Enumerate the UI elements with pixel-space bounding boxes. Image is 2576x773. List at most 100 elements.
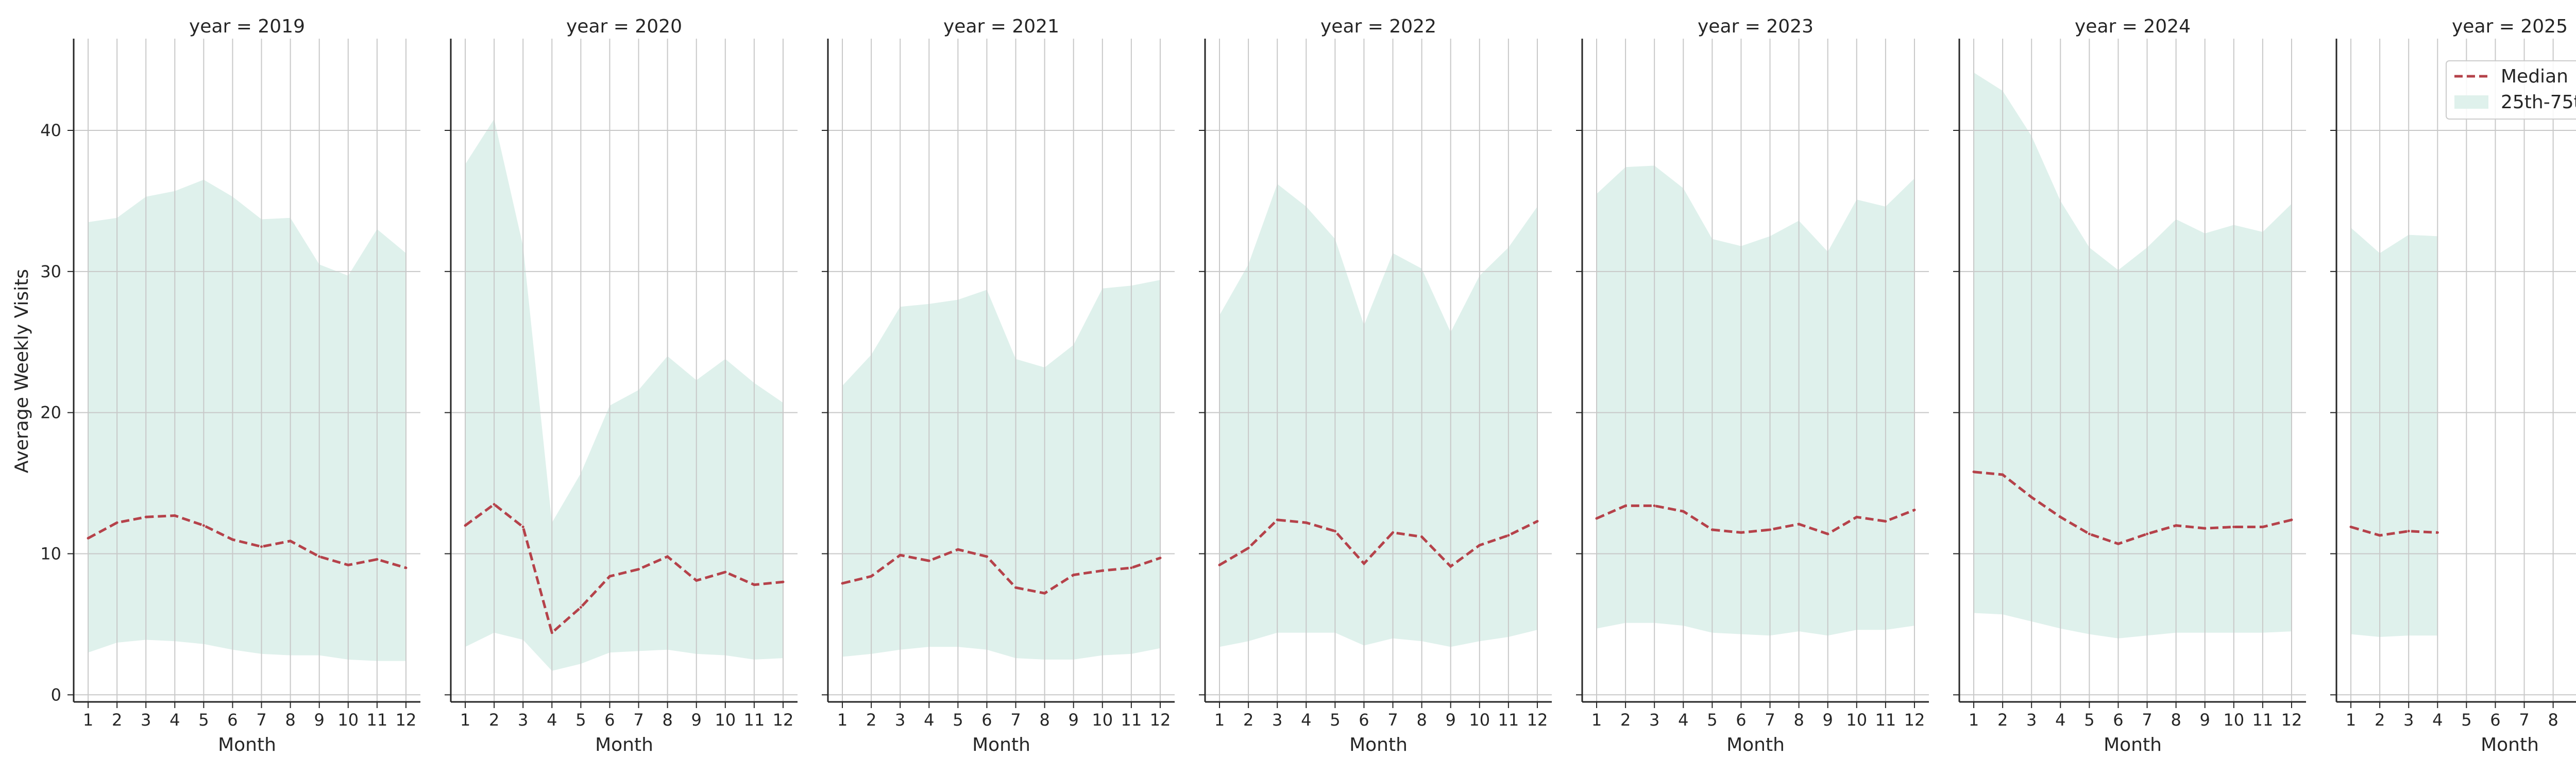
x-tick-label: 8 bbox=[2548, 710, 2558, 730]
x-tick-label: 6 bbox=[981, 710, 992, 730]
median-point bbox=[1218, 563, 1221, 566]
x-tick-label: 12 bbox=[2281, 710, 2302, 730]
median-point bbox=[753, 583, 756, 586]
median-point bbox=[2204, 527, 2207, 530]
median-point bbox=[2146, 532, 2149, 535]
median-point bbox=[985, 555, 988, 558]
x-tick-label: 10 bbox=[715, 710, 736, 730]
median-line bbox=[464, 502, 784, 635]
median-point bbox=[2175, 524, 2178, 527]
x-tick-label: 10 bbox=[1092, 710, 1113, 730]
x-axis-label: Month bbox=[2104, 734, 2162, 755]
x-tick-label: 12 bbox=[1527, 710, 1548, 730]
median-point bbox=[144, 515, 147, 518]
percentile-band bbox=[465, 119, 783, 671]
median-line bbox=[842, 548, 1161, 595]
panel-title: year = 2022 bbox=[1320, 16, 1436, 37]
percentile-band bbox=[1974, 72, 2292, 638]
x-tick-label: 5 bbox=[1330, 710, 1340, 730]
x-tick-label: 8 bbox=[1416, 710, 1427, 730]
percentile-band bbox=[842, 280, 1160, 660]
median-point bbox=[87, 536, 90, 540]
median-point bbox=[1826, 532, 1829, 535]
x-tick-label: 7 bbox=[2142, 710, 2152, 730]
median-point bbox=[1653, 504, 1656, 507]
median-point bbox=[1043, 592, 1046, 595]
percentile-band bbox=[1597, 165, 1914, 636]
median-point bbox=[782, 580, 785, 583]
x-tick-label: 3 bbox=[895, 710, 905, 730]
x-tick-label: 9 bbox=[2200, 710, 2210, 730]
median-line bbox=[1973, 470, 2292, 545]
panel-title: year = 2019 bbox=[189, 16, 305, 37]
median-line bbox=[87, 514, 406, 569]
x-axis-label: Month bbox=[2481, 734, 2539, 755]
median-point bbox=[1884, 519, 1887, 523]
x-tick-label: 9 bbox=[1823, 710, 1833, 730]
x-tick-label: 11 bbox=[744, 710, 765, 730]
median-point bbox=[1014, 586, 1018, 589]
median-point bbox=[1420, 535, 1423, 539]
x-axis-label: Month bbox=[595, 734, 653, 755]
x-tick-label: 12 bbox=[396, 710, 417, 730]
x-tick-label: 3 bbox=[1272, 710, 1282, 730]
median-point bbox=[493, 503, 496, 506]
x-tick-label: 8 bbox=[1793, 710, 1804, 730]
x-tick-label: 9 bbox=[314, 710, 325, 730]
x-tick-label: 4 bbox=[1678, 710, 1688, 730]
median-point bbox=[956, 548, 959, 551]
median-point bbox=[347, 563, 350, 566]
median-point bbox=[318, 555, 321, 558]
x-axis-label: Month bbox=[972, 734, 1030, 755]
median-point bbox=[1130, 566, 1133, 569]
median-point bbox=[1333, 530, 1336, 533]
y-tick-label: 0 bbox=[51, 685, 61, 704]
x-tick-label: 2 bbox=[1620, 710, 1631, 730]
median-point bbox=[1072, 574, 1075, 577]
median-point bbox=[550, 631, 553, 634]
x-tick-label: 4 bbox=[924, 710, 934, 730]
median-point bbox=[260, 545, 263, 548]
median-point bbox=[231, 538, 234, 541]
median-point bbox=[115, 521, 118, 524]
median-point bbox=[2261, 525, 2264, 528]
median-point bbox=[2349, 525, 2352, 528]
x-tick-label: 8 bbox=[285, 710, 295, 730]
median-point bbox=[1855, 515, 1858, 518]
median-point bbox=[1362, 562, 1365, 565]
percentile-band bbox=[1219, 184, 1537, 647]
percentile-band bbox=[88, 179, 406, 661]
x-tick-label: 2 bbox=[112, 710, 122, 730]
median-point bbox=[2436, 531, 2439, 534]
x-tick-label: 2 bbox=[1997, 710, 2008, 730]
x-tick-label: 9 bbox=[691, 710, 702, 730]
median-point bbox=[289, 540, 292, 543]
median-point bbox=[1478, 544, 1481, 547]
x-tick-label: 1 bbox=[837, 710, 848, 730]
y-tick-label: 40 bbox=[40, 121, 61, 140]
median-point bbox=[2232, 525, 2235, 528]
median-point bbox=[2378, 534, 2381, 537]
x-tick-label: 4 bbox=[2055, 710, 2065, 730]
median-point bbox=[2059, 515, 2062, 518]
median-point bbox=[1798, 523, 1801, 526]
x-tick-label: 1 bbox=[83, 710, 93, 730]
x-tick-label: 1 bbox=[1591, 710, 1602, 730]
x-axis-label: Month bbox=[1349, 734, 1408, 755]
x-tick-label: 6 bbox=[604, 710, 615, 730]
x-tick-label: 4 bbox=[1301, 710, 1311, 730]
x-tick-label: 6 bbox=[227, 710, 238, 730]
median-point bbox=[666, 555, 669, 558]
median-point bbox=[870, 575, 873, 578]
x-tick-label: 3 bbox=[2403, 710, 2414, 730]
median-point bbox=[2407, 530, 2410, 533]
panel-title: year = 2021 bbox=[943, 16, 1059, 37]
median-point bbox=[1739, 531, 1742, 534]
x-tick-label: 9 bbox=[1069, 710, 1079, 730]
x-tick-label: 9 bbox=[1446, 710, 1456, 730]
x-tick-label: 7 bbox=[2519, 710, 2529, 730]
